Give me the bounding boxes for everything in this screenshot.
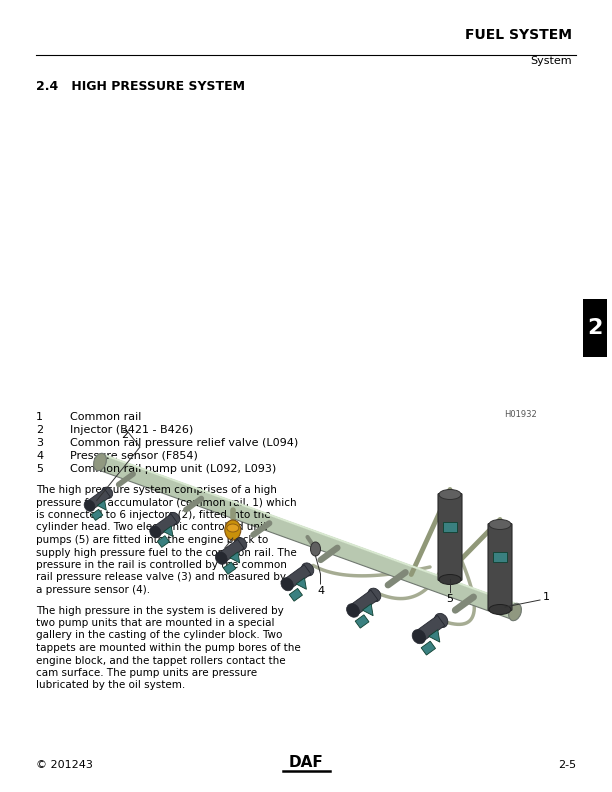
Polygon shape <box>428 630 440 642</box>
Text: 4: 4 <box>317 586 324 596</box>
Text: cam surface. The pump units are pressure: cam surface. The pump units are pressure <box>36 668 257 678</box>
Ellipse shape <box>235 538 247 550</box>
Ellipse shape <box>102 487 113 498</box>
Text: supply high pressure fuel to the common rail. The: supply high pressure fuel to the common … <box>36 547 297 558</box>
Ellipse shape <box>489 604 511 615</box>
Ellipse shape <box>439 574 461 584</box>
Text: Common rail pump unit (L092, L093): Common rail pump unit (L092, L093) <box>70 464 276 474</box>
Polygon shape <box>415 615 445 642</box>
Text: The high pressure system comprises of a high: The high pressure system comprises of a … <box>36 485 277 495</box>
Text: 2.4   HIGH PRESSURE SYSTEM: 2.4 HIGH PRESSURE SYSTEM <box>36 80 245 93</box>
Polygon shape <box>218 539 244 562</box>
Bar <box>355 615 369 628</box>
Bar <box>223 562 236 574</box>
Text: H01932: H01932 <box>504 410 537 419</box>
Text: The high pressure in the system is delivered by: The high pressure in the system is deliv… <box>36 606 284 615</box>
Text: 3: 3 <box>222 550 228 560</box>
Ellipse shape <box>225 520 241 540</box>
Ellipse shape <box>215 552 227 565</box>
Text: lubricated by the oil system.: lubricated by the oil system. <box>36 680 185 691</box>
Text: 2-5: 2-5 <box>558 760 576 770</box>
Text: 4: 4 <box>36 451 43 461</box>
Ellipse shape <box>346 604 359 617</box>
Bar <box>493 552 507 562</box>
Polygon shape <box>163 526 173 536</box>
Text: 5: 5 <box>36 464 43 474</box>
Polygon shape <box>349 590 378 615</box>
Polygon shape <box>97 455 518 619</box>
Polygon shape <box>86 489 110 510</box>
Ellipse shape <box>168 512 180 524</box>
Text: Common rail: Common rail <box>70 412 141 422</box>
Ellipse shape <box>489 520 511 530</box>
FancyBboxPatch shape <box>488 524 512 611</box>
Ellipse shape <box>412 630 425 644</box>
Text: Pressure sensor (F854): Pressure sensor (F854) <box>70 451 198 461</box>
Text: 3: 3 <box>36 438 43 448</box>
Bar <box>443 522 457 532</box>
Ellipse shape <box>281 577 293 591</box>
Polygon shape <box>362 604 373 615</box>
Ellipse shape <box>439 489 461 500</box>
Bar <box>157 535 170 547</box>
Text: two pump units that are mounted in a special: two pump units that are mounted in a spe… <box>36 618 275 628</box>
Polygon shape <box>152 514 177 536</box>
Text: pressure in the rail is controlled by the common: pressure in the rail is controlled by th… <box>36 560 287 570</box>
Text: cylinder head. Two electronic controlled unit: cylinder head. Two electronic controlled… <box>36 523 267 532</box>
Text: a pressure sensor (4).: a pressure sensor (4). <box>36 585 150 595</box>
Bar <box>91 509 103 520</box>
FancyBboxPatch shape <box>438 493 462 581</box>
Ellipse shape <box>435 613 448 627</box>
Text: is connected to 6 injectors (2), fitted into the: is connected to 6 injectors (2), fitted … <box>36 510 271 520</box>
Ellipse shape <box>84 500 95 512</box>
Polygon shape <box>296 578 307 589</box>
Text: rail pressure release valve (3) and measured by: rail pressure release valve (3) and meas… <box>36 573 286 582</box>
Ellipse shape <box>310 542 321 556</box>
Ellipse shape <box>509 604 521 621</box>
Text: 1: 1 <box>36 412 43 422</box>
Ellipse shape <box>302 563 314 576</box>
Ellipse shape <box>94 453 106 470</box>
Text: © 201243: © 201243 <box>36 760 93 770</box>
Bar <box>289 588 302 601</box>
Text: gallery in the casting of the cylinder block. Two: gallery in the casting of the cylinder b… <box>36 630 282 641</box>
Ellipse shape <box>227 524 239 532</box>
Text: 2: 2 <box>36 425 43 435</box>
Text: 2: 2 <box>121 430 129 440</box>
Text: 5: 5 <box>447 594 453 604</box>
Text: 2: 2 <box>588 318 603 338</box>
Text: DAF: DAF <box>289 755 323 770</box>
Bar <box>421 642 436 655</box>
Text: Common rail pressure relief valve (L094): Common rail pressure relief valve (L094) <box>70 438 298 448</box>
Text: tappets are mounted within the pump bores of the: tappets are mounted within the pump bore… <box>36 643 300 653</box>
Ellipse shape <box>368 588 381 602</box>
Text: pumps (5) are fitted into the engine block to: pumps (5) are fitted into the engine blo… <box>36 535 268 545</box>
Ellipse shape <box>150 526 161 538</box>
Text: engine block, and the tappet rollers contact the: engine block, and the tappet rollers con… <box>36 656 286 665</box>
Text: Injector (B421 - B426): Injector (B421 - B426) <box>70 425 193 435</box>
Polygon shape <box>284 565 311 589</box>
Text: 1: 1 <box>543 592 550 602</box>
Text: FUEL SYSTEM: FUEL SYSTEM <box>465 28 572 42</box>
Polygon shape <box>97 501 106 510</box>
Polygon shape <box>230 552 240 563</box>
Text: System: System <box>531 56 572 66</box>
Text: pressure fuel accumulator (common rail, 1) which: pressure fuel accumulator (common rail, … <box>36 497 297 508</box>
Bar <box>583 299 607 357</box>
